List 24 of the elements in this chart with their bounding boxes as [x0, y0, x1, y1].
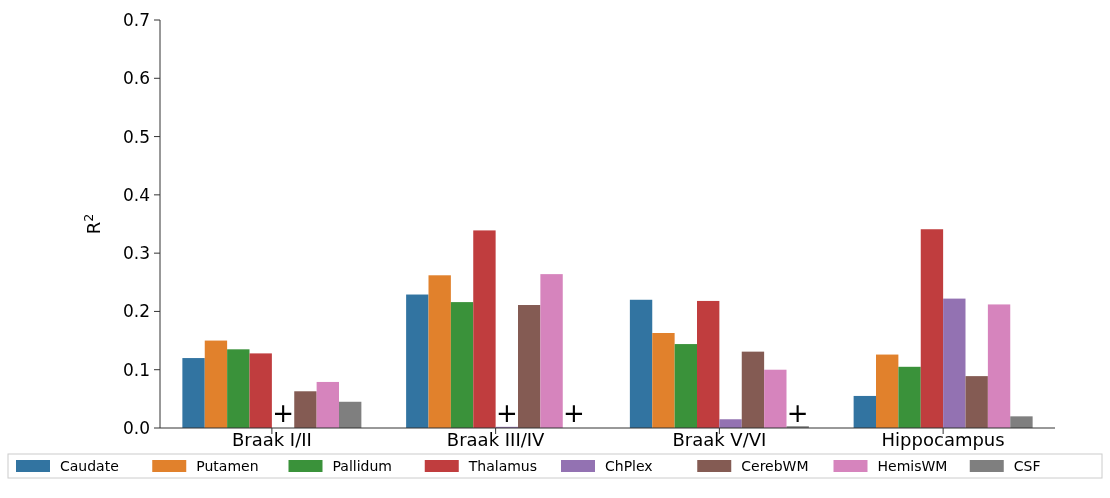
y-tick-label: 0.0 [122, 417, 150, 438]
annotation: + [272, 398, 294, 429]
legend-label: Thalamus [467, 457, 538, 474]
annotation: + [786, 398, 809, 429]
legend-label: CerebWM [741, 457, 809, 474]
x-tick-label: Braak III/IV [446, 429, 546, 450]
y-tick-label: 0.1 [122, 359, 150, 380]
legend-label: Putamen [196, 457, 259, 474]
y-tick-label: 0.5 [122, 126, 150, 147]
legend-label: CSF [1013, 457, 1041, 474]
y-tick-label: 0.2 [122, 301, 150, 322]
y-tick-label: 0.3 [122, 243, 150, 264]
y-tick-label: 0.4 [122, 184, 150, 205]
legend-label: Caudate [60, 457, 119, 474]
y-tick-label: 0.7 [122, 9, 150, 30]
annotation: + [495, 398, 518, 429]
legend-label: ChPlex [605, 457, 653, 474]
x-tick-label: Hippocampus [881, 429, 1005, 450]
x-tick-label: Braak I/II [231, 429, 312, 450]
legend-label: HemisWM [877, 457, 948, 474]
x-tick-label: Braak V/VI [672, 429, 767, 450]
y-tick-label: 0.6 [122, 68, 150, 89]
annotation: + [563, 398, 585, 429]
legend-label: Pallidum [332, 457, 392, 474]
